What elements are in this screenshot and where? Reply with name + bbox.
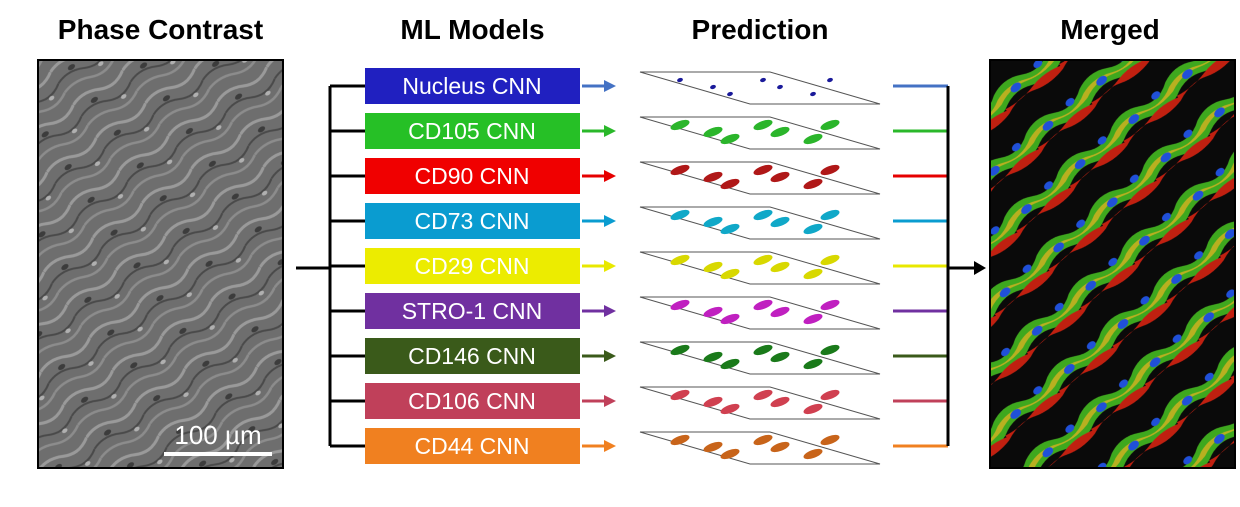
prediction-layer-cd44-cnn — [639, 431, 881, 465]
title-prediction: Prediction — [691, 14, 829, 45]
arrow-head-cd29-cnn — [604, 260, 616, 272]
arrow-head-cd73-cnn — [604, 215, 616, 227]
model-box-cd90-cnn — [365, 158, 580, 194]
prediction-mask-cd146-cnn — [670, 344, 840, 370]
model-box-cd146-cnn — [365, 338, 580, 374]
model-label-cd90-cnn: CD90 CNN — [414, 163, 529, 189]
prediction-layer-nucleus-cnn — [639, 71, 881, 105]
arrow-head-nucleus-cnn — [604, 80, 616, 92]
prediction-mask-nucleus-cnn — [677, 77, 833, 97]
prediction-mask-cd73-cnn — [670, 209, 840, 235]
merged-image — [989, 59, 1236, 469]
prediction-mask-stro-1-cnn — [670, 299, 840, 325]
model-label-stro-1-cnn: STRO-1 CNN — [402, 298, 543, 324]
merge-arrow-head — [974, 261, 986, 275]
model-box-cd44-cnn — [365, 428, 580, 464]
prediction-mask-cd105-cnn — [670, 119, 840, 145]
model-label-cd106-cnn: CD106 CNN — [408, 388, 536, 414]
model-label-cd73-cnn: CD73 CNN — [414, 208, 529, 234]
prediction-mask-cd106-cnn — [670, 389, 840, 415]
prediction-layer-cd29-cnn — [639, 251, 881, 285]
arrow-head-cd106-cnn — [604, 395, 616, 407]
model-label-cd146-cnn: CD146 CNN — [408, 343, 536, 369]
model-box-nucleus-cnn — [365, 68, 580, 104]
arrow-head-stro-1-cnn — [604, 305, 616, 317]
model-box-stro-1-cnn — [365, 293, 580, 329]
prediction-mask-cd29-cnn — [670, 254, 840, 280]
model-label-cd105-cnn: CD105 CNN — [408, 118, 536, 144]
model-label-cd44-cnn: CD44 CNN — [414, 433, 529, 459]
title-phase-contrast: Phase Contrast — [57, 14, 264, 45]
model-box-cd105-cnn — [365, 113, 580, 149]
model-label-nucleus-cnn: Nucleus CNN — [402, 73, 541, 99]
model-label-cd29-cnn: CD29 CNN — [414, 253, 529, 279]
prediction-layer-cd90-cnn — [639, 161, 881, 195]
title-merged: Merged — [1060, 14, 1160, 45]
prediction-layer-cd105-cnn — [639, 116, 881, 150]
arrow-head-cd105-cnn — [604, 125, 616, 137]
phase-contrast-image — [37, 59, 284, 469]
title-ml-models: ML Models — [400, 14, 545, 45]
scale-bar — [164, 452, 272, 456]
model-box-cd73-cnn — [365, 203, 580, 239]
arrow-head-cd146-cnn — [604, 350, 616, 362]
prediction-layer-stro-1-cnn — [639, 296, 881, 330]
prediction-layer-cd106-cnn — [639, 386, 881, 420]
scale-bar-label: 100 µm — [174, 420, 261, 450]
model-box-cd29-cnn — [365, 248, 580, 284]
model-box-cd106-cnn — [365, 383, 580, 419]
prediction-mask-cd90-cnn — [670, 164, 840, 190]
model-rows: Nucleus CNN CD105 CNN CD90 CNN CD73 CNN CD29… — [330, 68, 948, 465]
prediction-layer-cd146-cnn — [639, 341, 881, 375]
prediction-mask-cd44-cnn — [670, 434, 840, 460]
prediction-layer-cd73-cnn — [639, 206, 881, 240]
arrow-head-cd90-cnn — [604, 170, 616, 182]
arrow-head-cd44-cnn — [604, 440, 616, 452]
